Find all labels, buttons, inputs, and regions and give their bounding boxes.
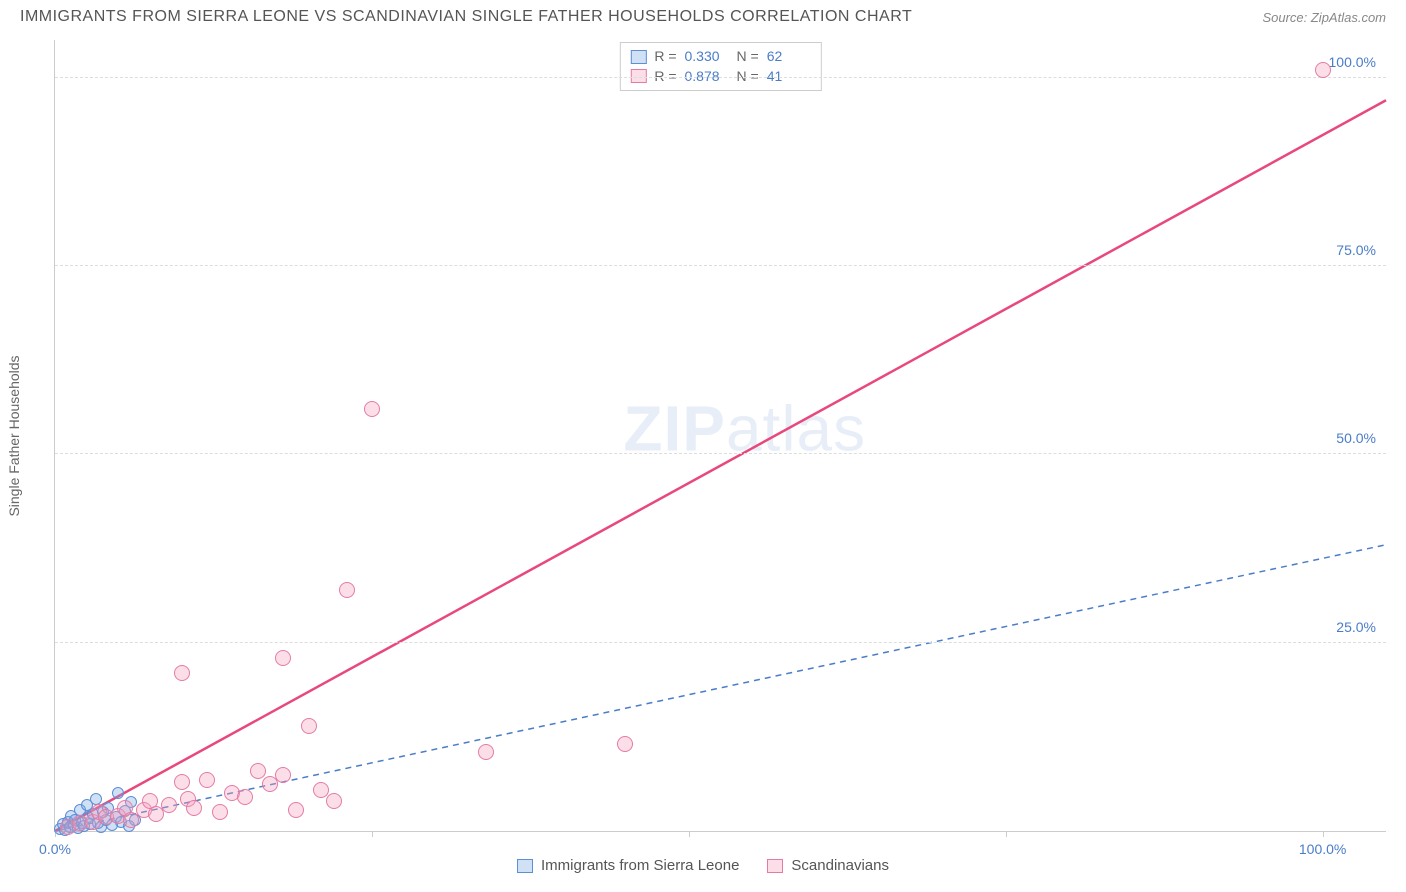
scatter-point [275,650,291,666]
scatter-point [301,718,317,734]
gridline [55,265,1386,266]
scatter-point [1315,62,1331,78]
legend-swatch [767,859,783,873]
chart-header: IMMIGRANTS FROM SIERRA LEONE VS SCANDINA… [0,0,1406,30]
scatter-point [186,800,202,816]
legend-label: Immigrants from Sierra Leone [541,857,739,874]
stats-legend: R =0.330N =62R =0.878N =41 [619,42,821,91]
plot-area: ZIPatlas R =0.330N =62R =0.878N =41 25.0… [54,40,1386,832]
scatter-point [275,767,291,783]
trend-line [55,545,1386,831]
x-tick [689,831,690,837]
legend-swatch [630,50,646,64]
stat-n-value: 62 [767,47,811,67]
y-tick-label: 50.0% [1336,430,1376,446]
stat-legend-row: R = 0.330 N = 62 [630,47,810,67]
scatter-point [250,763,266,779]
scatter-point [212,804,228,820]
stat-r-label: R = [654,47,676,67]
scatter-point [364,401,380,417]
x-tick [372,831,373,837]
scatter-point [174,774,190,790]
stat-n-label: N = [737,47,759,67]
y-tick-label: 25.0% [1336,619,1376,635]
scatter-point [339,582,355,598]
legend-label: Scandinavians [791,857,889,874]
bottom-legend: Immigrants from Sierra Leone Scandinavian… [0,857,1406,874]
scatter-point [617,736,633,752]
scatter-point [237,789,253,805]
legend-item: Scandinavians [767,857,889,874]
trend-lines-svg [55,40,1386,831]
x-tick [1006,831,1007,837]
gridline [55,77,1386,78]
scatter-point [478,744,494,760]
x-tick [1323,831,1324,837]
legend-item: Immigrants from Sierra Leone [517,857,739,874]
source-label: Source: ZipAtlas.com [1262,10,1386,25]
y-axis-label: Single Father Households [6,355,22,516]
x-tick-label: 0.0% [39,841,71,857]
scatter-point [288,802,304,818]
x-tick-label: 100.0% [1299,841,1346,857]
y-tick-label: 75.0% [1336,242,1376,258]
stat-r-value: 0.330 [685,47,729,67]
scatter-point [161,797,177,813]
legend-swatch [517,859,533,873]
chart-area: Single Father Households ZIPatlas R =0.3… [54,40,1386,832]
chart-title: IMMIGRANTS FROM SIERRA LEONE VS SCANDINA… [20,8,912,26]
y-tick-label: 100.0% [1329,54,1376,70]
scatter-point [174,665,190,681]
gridline [55,642,1386,643]
gridline [55,453,1386,454]
scatter-point [326,793,342,809]
trend-line [55,100,1386,831]
scatter-point [199,772,215,788]
scatter-point [112,787,124,799]
